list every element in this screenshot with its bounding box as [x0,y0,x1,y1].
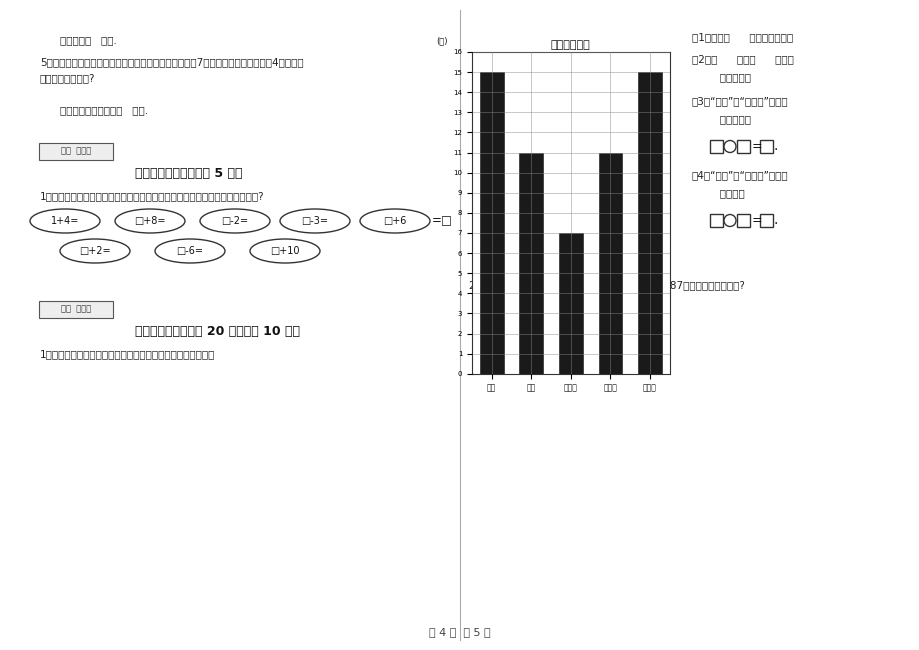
Text: □-2=: □-2= [221,216,248,226]
Text: 2、在计算一道加法算式时，小宁把加扔24看成42，这样求得的和是87，那么正确的结果是?: 2、在计算一道加法算式时，小宁把加扔24看成42，这样求得的和是87，那么正确的… [468,280,744,290]
Text: 九、个性空间（本题共 5 分）: 九、个性空间（本题共 5 分） [135,167,243,180]
Ellipse shape [30,209,100,233]
FancyBboxPatch shape [709,214,722,227]
Text: 多少人？。: 多少人？。 [709,114,750,124]
Bar [559,233,582,374]
Text: □-3=: □-3= [301,216,328,226]
Text: 少人？。: 少人？。 [709,188,744,198]
Bar [598,153,621,374]
Text: 1、小老鼠被一只猫追着，突然前面一条河挡住了，你能帮助小老鼠顺利过河吗?: 1、小老鼠被一只猫追着，突然前面一条河挡住了，你能帮助小老鼠顺利过河吗? [40,191,265,201]
Ellipse shape [115,209,185,233]
Text: □+6: □+6 [383,216,406,226]
Text: 1、我们的春游活动，下面是一年级同学春游活动人数统计表。: 1、我们的春游活动，下面是一年级同学春游活动人数统计表。 [40,349,215,359]
FancyBboxPatch shape [736,140,749,153]
Text: 得分  评卷人: 得分 评卷人 [61,146,91,155]
Text: （2）（      ）和（      ）的人: （2）（ ）和（ ）的人 [691,54,793,64]
Text: =: = [751,140,762,153]
Text: （1）喜欢（      ）的人数最多。: （1）喜欢（ ）的人数最多。 [691,32,792,42]
Text: 数同样多。: 数同样多。 [709,72,750,82]
Title: 春游活动统计: 春游活动统计 [550,40,590,50]
Text: (人): (人) [436,36,448,46]
FancyBboxPatch shape [759,214,772,227]
Text: 得分  评卷人: 得分 评卷人 [61,304,91,313]
FancyBboxPatch shape [759,140,772,153]
FancyBboxPatch shape [39,301,113,318]
Text: =: = [751,214,762,227]
Text: 答：这队小羊一共有（   ）只.: 答：这队小羊一共有（ ）只. [60,105,148,115]
FancyBboxPatch shape [709,140,722,153]
Text: 第 4 页  共 5 页: 第 4 页 共 5 页 [429,627,490,637]
Circle shape [723,214,735,226]
FancyBboxPatch shape [736,214,749,227]
FancyBboxPatch shape [39,143,113,160]
Bar [519,153,542,374]
Text: 5、一只小黑羊排在小白羊队伍里，从前面数小黑羊是第7只，从后面数小黑羊是第4只，这队: 5、一只小黑羊排在小白羊队伍里，从前面数小黑羊是第7只，从后面数小黑羊是第4只，… [40,57,303,67]
Text: □+8=: □+8= [134,216,165,226]
Text: 十、附加题（本题共 20 分，每题 10 分）: 十、附加题（本题共 20 分，每题 10 分） [135,325,300,338]
Text: □+2=: □+2= [79,246,110,256]
Text: （4）“划船”比“放风筝”的少多: （4）“划船”比“放风筝”的少多 [691,170,788,180]
Circle shape [723,140,735,153]
Text: =□: =□ [432,214,452,227]
Text: .: . [773,213,777,228]
Text: 答：还差（   ）把.: 答：还差（ ）把. [60,35,117,45]
Ellipse shape [279,209,349,233]
Ellipse shape [60,239,130,263]
Bar [638,72,661,374]
Ellipse shape [199,209,269,233]
Text: □-6=: □-6= [176,246,203,256]
Ellipse shape [154,239,225,263]
Text: .: . [773,140,777,153]
Text: 1+4=: 1+4= [51,216,79,226]
Ellipse shape [359,209,429,233]
Bar [480,72,503,374]
Text: □+10: □+10 [270,246,300,256]
Ellipse shape [250,239,320,263]
Text: 小羊一共有多少只?: 小羊一共有多少只? [40,73,96,83]
Text: （3）“爸山”和“画春天”一共有: （3）“爸山”和“画春天”一共有 [691,96,788,106]
